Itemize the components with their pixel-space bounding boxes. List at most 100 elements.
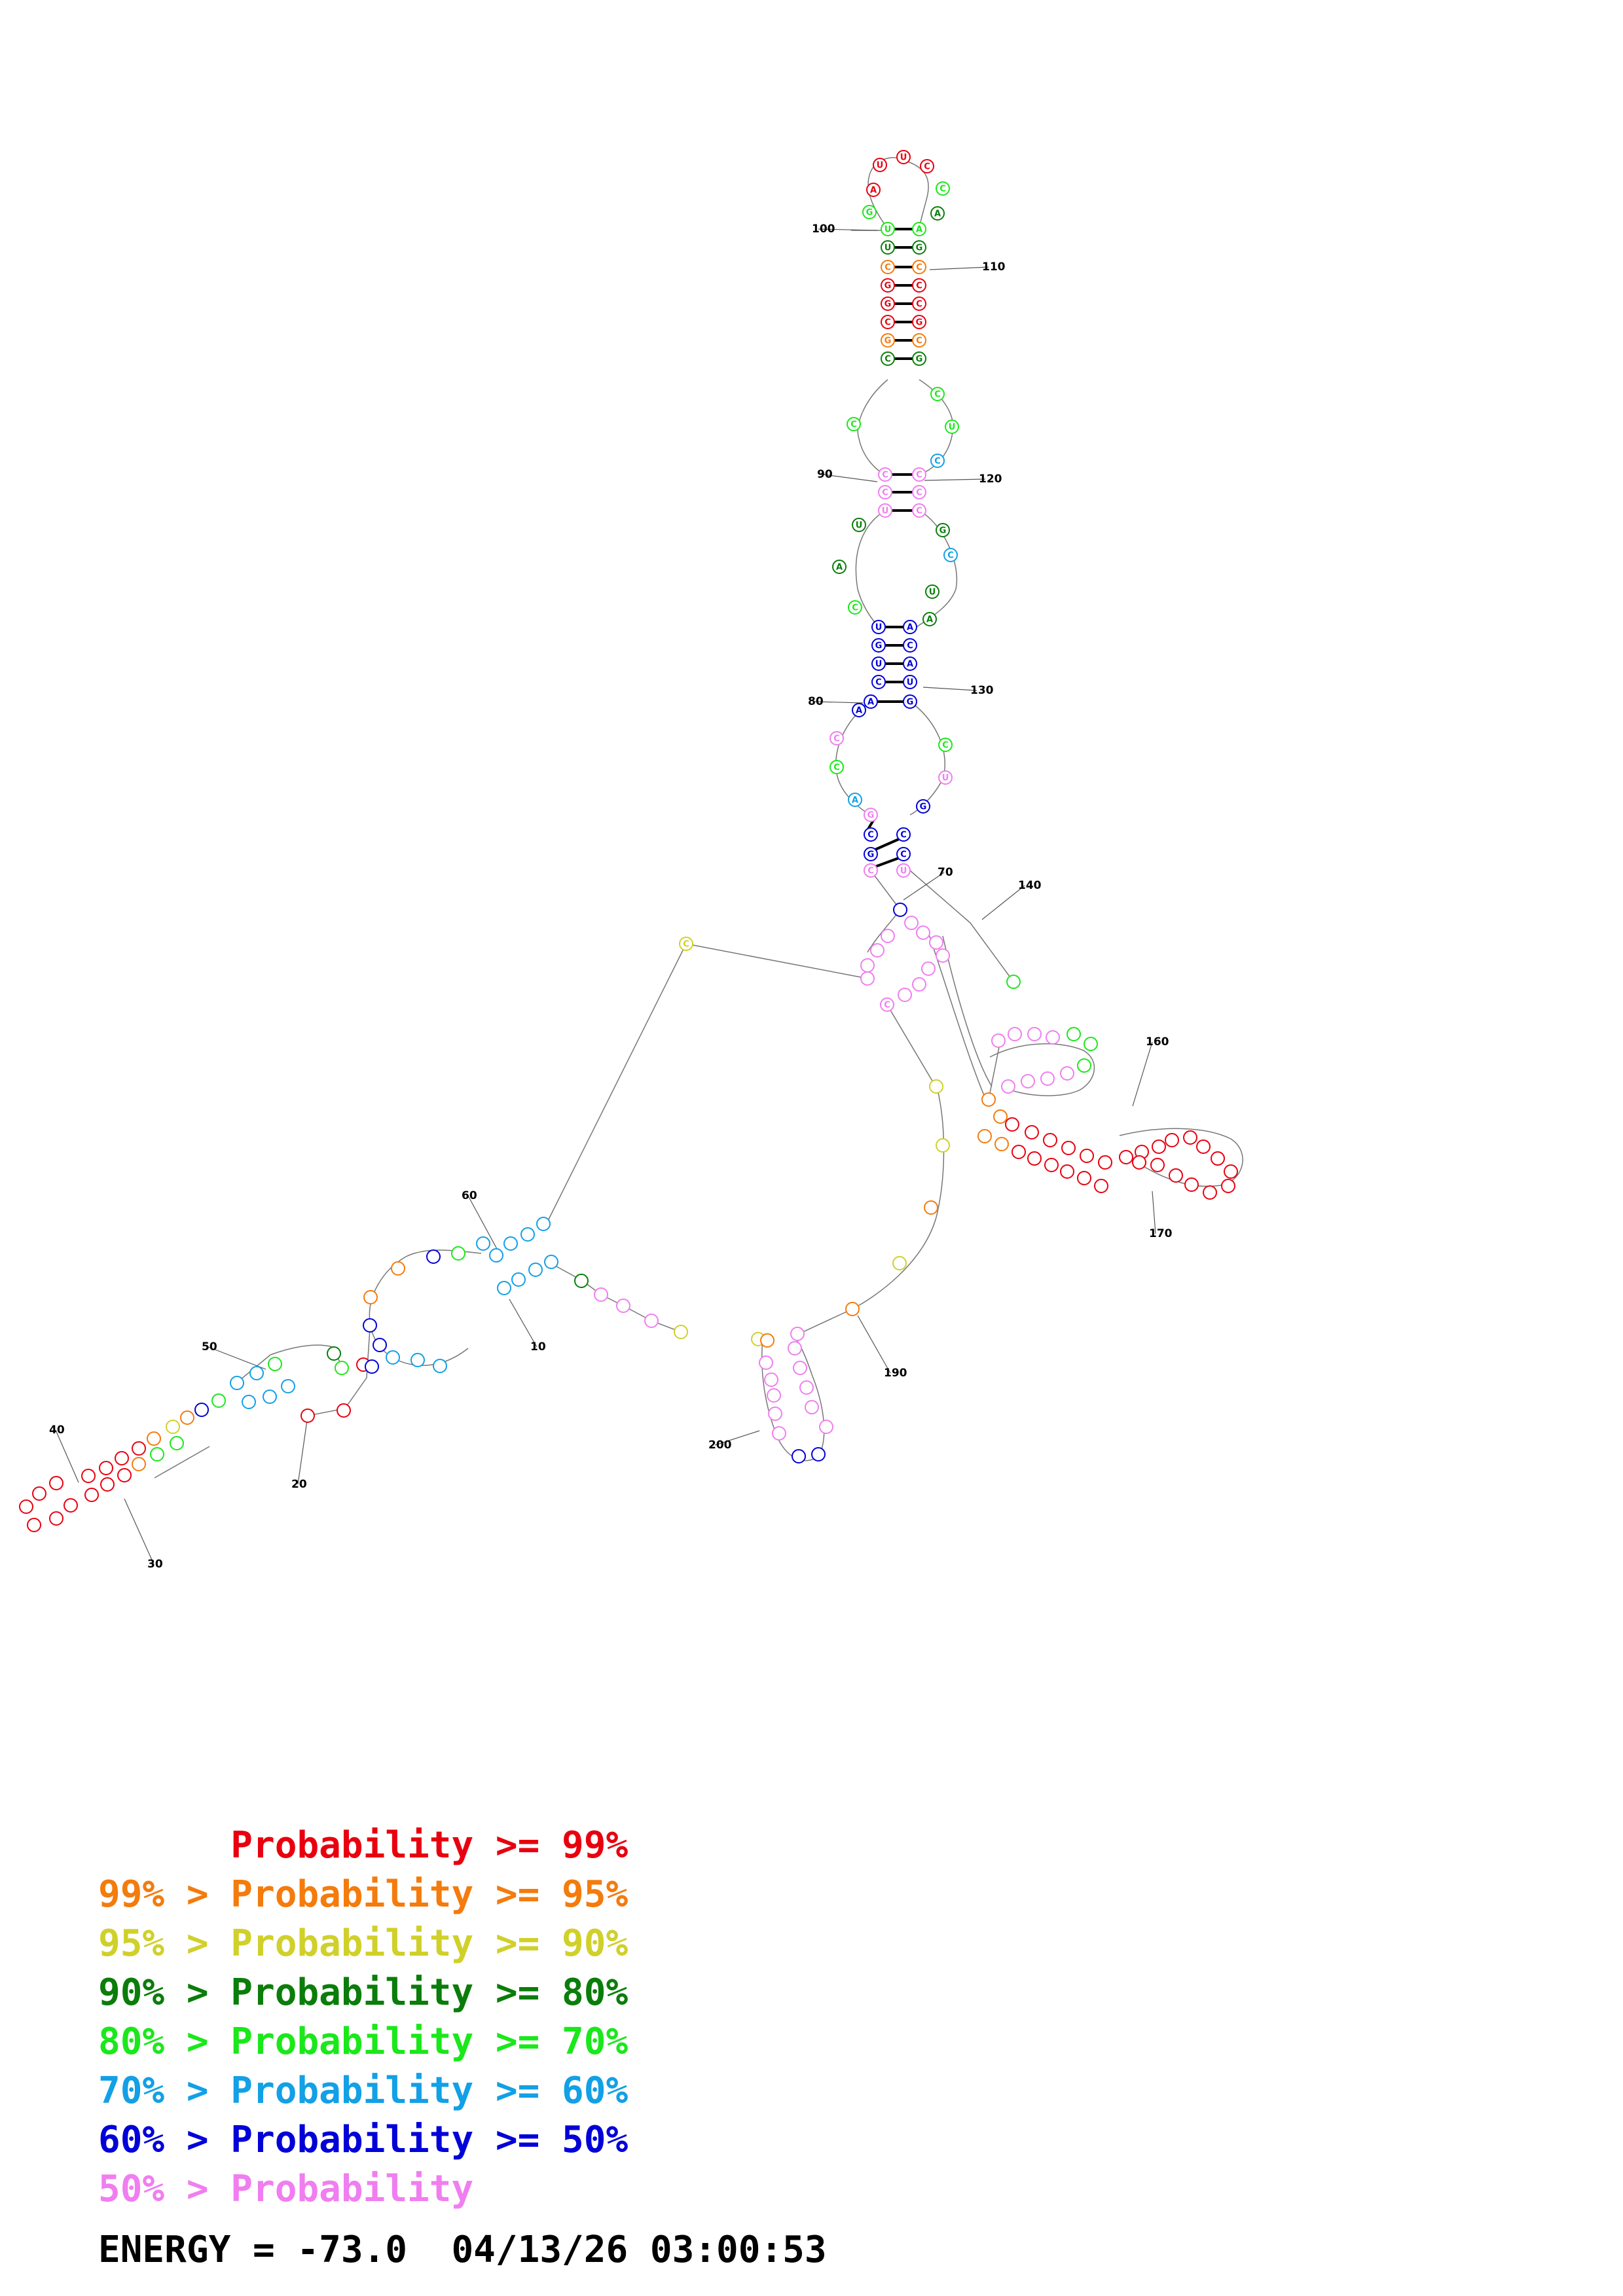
base-letter: A [934, 209, 941, 219]
base-nucleotide [1043, 1133, 1057, 1147]
base-nucleotide: G [903, 694, 917, 709]
base-nucleotide: C [943, 548, 958, 562]
backbone-links [154, 157, 1243, 1479]
position-label: 200 [708, 1439, 732, 1452]
base-nucleotide [1008, 1027, 1022, 1041]
legend-label: Probability [230, 2168, 474, 2210]
base-letter: A [870, 186, 877, 196]
base-nucleotide [1165, 1133, 1179, 1147]
legend-prefix: 99% > [98, 1873, 231, 1916]
base-nucleotide: C [896, 847, 911, 861]
base-nucleotide [365, 1359, 379, 1374]
base-nucleotide: A [852, 703, 866, 717]
base-nucleotide [768, 1407, 782, 1421]
base-letter: C [916, 300, 922, 310]
base-nucleotide [1119, 1150, 1133, 1164]
legend-row: 60% > Probability >= 50% [98, 2121, 628, 2160]
base-nucleotide [242, 1395, 256, 1409]
legend-prefix: 80% > [98, 2020, 231, 2063]
base-nucleotide [594, 1287, 608, 1302]
base-nucleotide [337, 1403, 351, 1418]
base-letter: C [833, 734, 840, 744]
base-nucleotide: U [878, 503, 892, 518]
base-nucleotide: C [903, 638, 917, 653]
base-nucleotide [977, 1129, 992, 1143]
base-letter: U [877, 161, 884, 171]
base-letter: G [866, 208, 873, 218]
base-nucleotide: C [848, 600, 862, 615]
position-tick [922, 687, 977, 691]
base-nucleotide [132, 1457, 146, 1471]
base-letter: G [916, 355, 923, 365]
base-nucleotide [166, 1420, 180, 1434]
base-nucleotide [1077, 1171, 1091, 1185]
base-nucleotide: C [938, 738, 953, 752]
base-nucleotide [115, 1451, 129, 1465]
base-nucleotide [489, 1248, 503, 1263]
position-tick [467, 1195, 498, 1251]
position-label: 20 [291, 1478, 307, 1491]
base-nucleotide [1025, 1125, 1039, 1139]
base-nucleotide [860, 958, 875, 973]
base-nucleotide: C [912, 503, 926, 518]
legend-label: Probability >= 60% [230, 2070, 629, 2112]
base-nucleotide [916, 925, 930, 940]
base-nucleotide [904, 916, 919, 930]
base-nucleotide: U [881, 240, 895, 255]
legend-row: 80% > Probability >= 70% [98, 2022, 628, 2062]
base-nucleotide [764, 1372, 778, 1387]
base-nucleotide: A [922, 612, 937, 626]
base-nucleotide [991, 1033, 1006, 1048]
base-nucleotide: G [881, 333, 895, 348]
legend-label: Probability >= 70% [230, 2020, 629, 2063]
base-nucleotide: C [912, 333, 926, 348]
base-nucleotide [1094, 1179, 1108, 1193]
base-nucleotide: U [871, 620, 886, 634]
base-nucleotide: G [912, 240, 926, 255]
base-nucleotide [536, 1217, 551, 1231]
base-nucleotide [1067, 1027, 1081, 1041]
base-nucleotide: C [930, 387, 945, 401]
base-nucleotide [268, 1357, 282, 1371]
base-nucleotide [860, 971, 875, 986]
base-nucleotide [180, 1410, 194, 1425]
base-nucleotide: G [871, 638, 886, 653]
base-nucleotide [497, 1281, 511, 1295]
position-label: 60 [462, 1189, 477, 1202]
base-letter: C [916, 336, 922, 346]
base-letter: C [833, 763, 840, 773]
base-letter: C [916, 263, 922, 273]
base-nucleotide: U [896, 863, 911, 878]
run-time: 03:00:53 [649, 2229, 827, 2271]
base-letter: C [884, 355, 891, 365]
legend-label: Probability >= 80% [230, 1971, 629, 2014]
base-nucleotide: U [881, 222, 895, 236]
base-nucleotide: C [830, 731, 844, 745]
legend-label: Probability >= 90% [230, 1922, 629, 1965]
base-letter: G [884, 336, 892, 346]
base-nucleotide: U [938, 770, 953, 785]
base-nucleotide [1021, 1074, 1035, 1088]
base-nucleotide [1005, 1117, 1019, 1132]
base-nucleotide [1027, 1151, 1042, 1166]
base-nucleotide: G [936, 523, 950, 537]
base-nucleotide [528, 1263, 543, 1277]
position-tick [714, 1430, 760, 1446]
base-nucleotide: G [912, 315, 926, 329]
position-tick [981, 885, 1025, 920]
base-nucleotide: C [881, 260, 895, 274]
position-label: 90 [817, 468, 833, 481]
base-nucleotide [1196, 1139, 1211, 1154]
base-nucleotide: C [912, 278, 926, 293]
base-letter: C [934, 390, 941, 400]
base-nucleotide [760, 1333, 775, 1348]
base-nucleotide [936, 1138, 950, 1153]
base-nucleotide: C [878, 467, 892, 482]
base-letter: C [884, 1001, 890, 1011]
base-nucleotide [993, 1109, 1008, 1124]
base-letter: A [852, 796, 858, 806]
base-letter: G [916, 243, 923, 253]
position-label: 130 [970, 684, 994, 697]
base-nucleotide: G [916, 799, 930, 814]
base-nucleotide [644, 1314, 659, 1328]
